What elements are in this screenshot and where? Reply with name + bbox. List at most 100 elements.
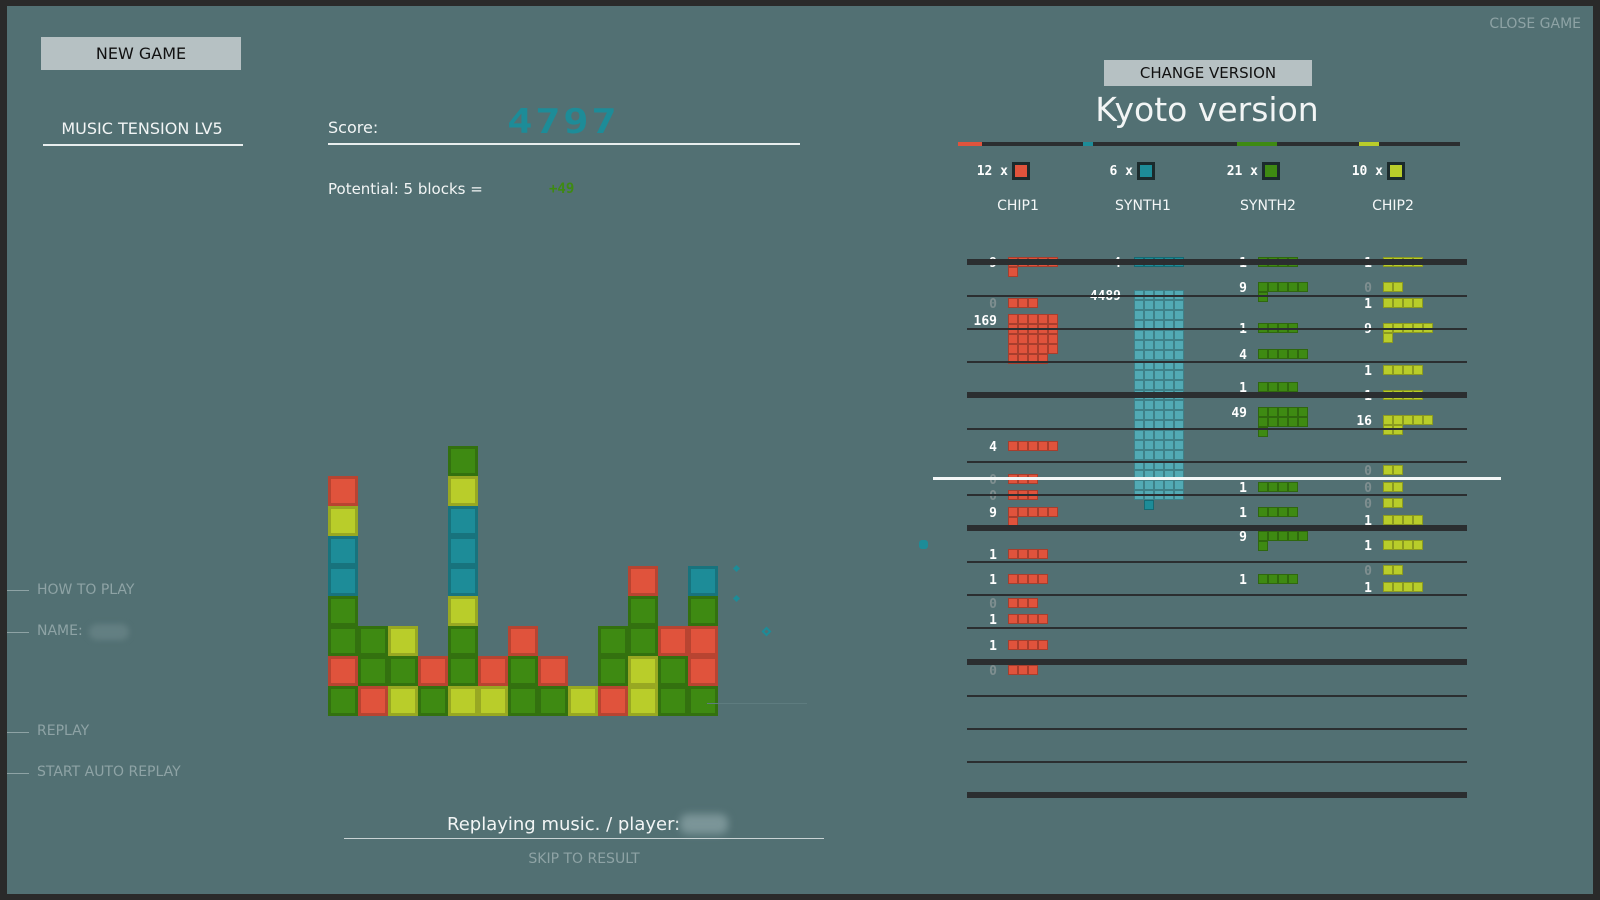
score-number: 4 (989, 440, 997, 455)
note-cell (1288, 382, 1298, 392)
start-auto-replay-button[interactable]: START AUTO REPLAY (37, 764, 181, 780)
note-cell (1154, 350, 1164, 360)
block-red (358, 686, 388, 716)
replay-button[interactable]: REPLAY (37, 723, 90, 739)
note-cell (1174, 340, 1184, 350)
note-cell (1008, 354, 1018, 364)
music-tension-underline (43, 144, 243, 146)
note-cell (1154, 340, 1164, 350)
note-cell (1144, 450, 1154, 460)
note-cell (1288, 282, 1298, 292)
note-cell (1258, 292, 1268, 302)
note-cell (1174, 330, 1184, 340)
block-green (328, 596, 358, 626)
block-red (688, 626, 718, 656)
note-cell (1383, 482, 1393, 492)
block-green (388, 656, 418, 686)
particle (919, 540, 928, 549)
score-number: 9 (989, 506, 997, 521)
note-cell (1038, 314, 1048, 324)
note-cell (1383, 333, 1393, 343)
note-cell (1134, 480, 1144, 490)
score-number: 9 (1239, 281, 1247, 296)
note-cell (1038, 574, 1048, 584)
note-cell (1393, 465, 1403, 475)
playfield (328, 406, 728, 716)
block-green (328, 626, 358, 656)
note-cell (1298, 531, 1308, 541)
note-cell (1018, 549, 1028, 559)
how-to-play-link[interactable]: HOW TO PLAY (37, 582, 135, 598)
block-green (358, 656, 388, 686)
note-cell (1258, 417, 1268, 427)
note-cell (1164, 330, 1174, 340)
instrument-count: 6 x (1109, 164, 1133, 179)
playhead-line (933, 477, 1501, 480)
note-cell (1028, 298, 1038, 308)
note-cell (1383, 415, 1393, 425)
block-green (448, 446, 478, 476)
instrument-label: CHIP2 (1372, 198, 1414, 214)
block-red (598, 686, 628, 716)
block-green (418, 686, 448, 716)
note-cell (1174, 310, 1184, 320)
note-cell (1383, 565, 1393, 575)
note-cell (1038, 614, 1048, 624)
note-cell (1028, 441, 1038, 451)
note-cell (1008, 334, 1018, 344)
note-cell (1144, 460, 1154, 470)
note-cell (1383, 425, 1393, 435)
note-cell (1008, 314, 1018, 324)
name-value-blurred (89, 624, 129, 640)
block-lime (628, 686, 658, 716)
note-cell (1288, 531, 1298, 541)
note-cell (1154, 300, 1164, 310)
note-cell (1028, 314, 1038, 324)
stave-line (967, 392, 1467, 398)
change-version-button[interactable]: CHANGE VERSION (1104, 60, 1312, 86)
note-cell (1018, 507, 1028, 517)
menu-dash (7, 732, 29, 733)
potential-value: +49 (549, 181, 575, 197)
note-cell (1018, 574, 1028, 584)
close-game-button[interactable]: CLOSE GAME (1489, 16, 1581, 32)
note-cell (1164, 310, 1174, 320)
note-cell (1288, 574, 1298, 584)
note-cell (1164, 300, 1174, 310)
instrument-count: 12 x (976, 164, 1008, 179)
stave-line (967, 659, 1467, 665)
note-cell (1018, 614, 1028, 624)
note-cell (1144, 360, 1154, 370)
note-cell (1008, 574, 1018, 584)
block-green (658, 656, 688, 686)
new-game-button[interactable]: NEW GAME (41, 37, 241, 70)
note-cell (1144, 430, 1154, 440)
note-cell (1008, 507, 1018, 517)
note-cell (1174, 460, 1184, 470)
stave-line (967, 461, 1467, 463)
note-cell (1028, 640, 1038, 650)
note-cell (1048, 314, 1058, 324)
note-cell (1134, 350, 1144, 360)
block-lime (448, 476, 478, 506)
score-number: 0 (989, 473, 997, 488)
note-cell (1008, 614, 1018, 624)
note-cell (1038, 344, 1048, 354)
score-number: 1 (1364, 514, 1372, 529)
note-cell (1268, 531, 1278, 541)
instrument-count: 21 x (1226, 164, 1258, 179)
score-number: 1 (1364, 581, 1372, 596)
block-green (628, 626, 658, 656)
skip-to-result-button[interactable]: SKIP TO RESULT (528, 851, 640, 867)
note-cell (1413, 582, 1423, 592)
note-cell (1393, 425, 1403, 435)
note-cell (1258, 427, 1268, 437)
note-cell (1008, 549, 1018, 559)
note-cell (1413, 298, 1423, 308)
progress-chip2 (1359, 142, 1379, 146)
score-number: 1 (1239, 506, 1247, 521)
note-cell (1018, 314, 1028, 324)
note-cell (1403, 515, 1413, 525)
note-cell (1393, 498, 1403, 508)
progress-bar (958, 142, 1460, 146)
